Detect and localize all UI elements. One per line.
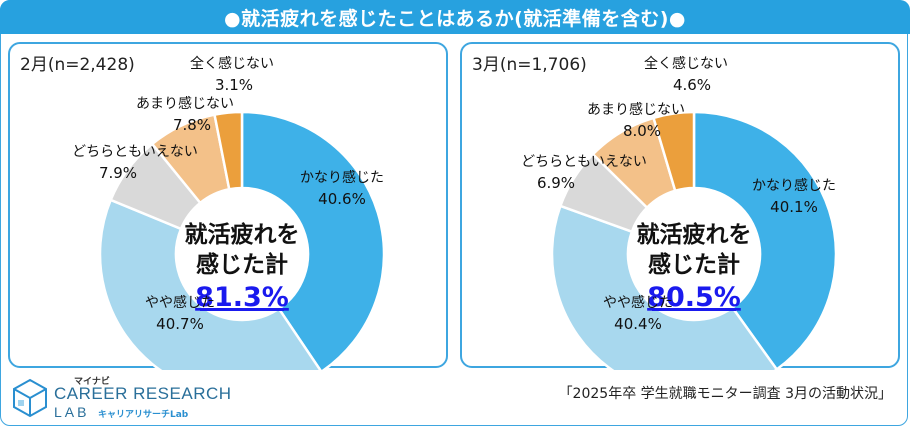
- slice-value-label: 7.8%: [173, 116, 211, 134]
- slice-yaya: [98, 198, 322, 370]
- center-label-line1: 就活疲れを: [637, 221, 752, 248]
- center-label-line1: 就活疲れを: [185, 221, 300, 248]
- panel-march: 就活疲れを感じた計 80.5% かなり感じた 40.1% やや感じた 40.4% どちらとも…: [460, 42, 900, 370]
- center-total-value: 80.5%: [647, 282, 741, 313]
- slice-kanari: [692, 110, 838, 370]
- slice-mattaku: [651, 110, 696, 193]
- slice-value-label: 40.6%: [318, 190, 366, 208]
- career-research-lab-logo: マイナビ CAREER RESEARCH LAB キャリアリサーチLab: [12, 374, 232, 422]
- slice-value-label: 40.4%: [614, 315, 662, 333]
- panel-label-february: 2月(n=2,428): [20, 55, 135, 75]
- cube-logo-icon: [13, 378, 47, 418]
- slice-value-label: 6.9%: [537, 174, 575, 192]
- slice-kanari: [240, 110, 386, 370]
- slice-value-label: 7.9%: [99, 164, 137, 182]
- slice-value-label: 40.1%: [770, 198, 818, 216]
- source-note: 「2025年卒 学生就職モニター調査 3月の活動状況」: [558, 386, 892, 402]
- center-label-line2: 感じた計: [648, 251, 740, 278]
- logo-lab-text: LAB: [54, 404, 90, 420]
- panel-label-march: 3月(n=1,706): [472, 55, 587, 75]
- slice-value-label: 8.0%: [623, 122, 661, 140]
- slice-name-label: やや感じた: [145, 294, 215, 311]
- slice-value-label: 4.6%: [673, 76, 711, 94]
- chart-title: ●就活疲れを感じたことはあるか(就活準備を含む)●: [0, 0, 910, 34]
- panel-february: 就活疲れを感じた計 81.3% かなり感じた 40.6% やや感じた 40.7% どちらとも…: [8, 42, 448, 370]
- slice-name-label: 全く感じない: [644, 55, 728, 72]
- slice-name-label: どちらともいえない: [521, 154, 647, 170]
- slice-name-label: かなり感じた: [752, 177, 836, 194]
- logo-mynavi-text: マイナビ: [74, 377, 110, 387]
- slice-name-label: あまり感じない: [587, 101, 685, 118]
- center-total-value: 81.3%: [195, 282, 289, 313]
- slice-value-label: 40.7%: [156, 315, 204, 333]
- slice-name-label: かなり感じた: [300, 169, 384, 186]
- slice-name-label: あまり感じない: [136, 95, 234, 112]
- logo-career-research-text: CAREER RESEARCH: [54, 384, 232, 403]
- slice-name-label: どちらともいえない: [72, 144, 198, 160]
- center-label-line2: 感じた計: [196, 251, 288, 278]
- slice-mattaku: [213, 110, 244, 191]
- slice-name-label: やや感じた: [603, 294, 673, 311]
- slice-value-label: 3.1%: [215, 76, 253, 94]
- slice-yaya: [550, 204, 779, 370]
- slice-name-label: 全く感じない: [190, 55, 274, 72]
- logo-kana-text: キャリアリサーチLab: [98, 410, 189, 420]
